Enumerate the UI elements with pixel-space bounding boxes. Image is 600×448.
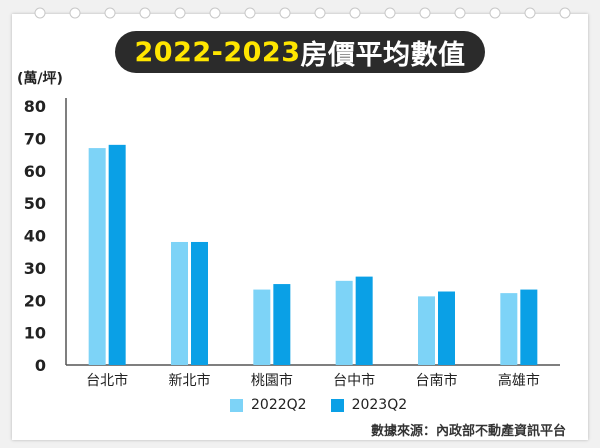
bar-2022Q2-2 bbox=[253, 289, 271, 365]
bar-2022Q2-5 bbox=[500, 293, 518, 365]
x-tick-label-5: 高雄市 bbox=[498, 372, 540, 389]
chart-title: 2022-2023 房價平均數值 bbox=[115, 31, 485, 73]
legend-item-2023: 2023Q2 bbox=[330, 397, 408, 413]
bar-2022Q2-0 bbox=[88, 148, 106, 365]
y-tick-label-4: 40 bbox=[24, 227, 46, 246]
notebook-holes bbox=[34, 7, 571, 19]
bar-2022Q2-4 bbox=[418, 296, 435, 365]
bar-2022Q2-1 bbox=[171, 241, 188, 365]
y-tick-label-8: 80 bbox=[24, 97, 46, 116]
x-tick-label-1: 新北市 bbox=[169, 372, 211, 389]
bar-2023Q2-5 bbox=[520, 289, 538, 365]
legend-label-2023: 2023Q2 bbox=[351, 397, 408, 413]
data-source-note: 數據來源：內政部不動產資訊平台 bbox=[370, 424, 566, 439]
y-tick-label-6: 60 bbox=[24, 162, 46, 181]
y-tick-label-5: 50 bbox=[24, 194, 46, 213]
paper-background bbox=[12, 14, 588, 440]
legend-swatch-2023 bbox=[330, 398, 344, 412]
bar-2023Q2-0 bbox=[108, 144, 126, 365]
legend-swatch-2022 bbox=[230, 398, 243, 412]
chart-title-text: 房價平均數值 bbox=[300, 39, 466, 71]
y-tick-label-0: 0 bbox=[35, 356, 46, 375]
bar-2022Q2-3 bbox=[335, 280, 353, 365]
legend-item-2022: 2022Q2 bbox=[230, 397, 307, 413]
x-tick-label-0: 台北市 bbox=[86, 372, 128, 389]
chart-title-years: 2022-2023 bbox=[134, 36, 301, 68]
bar-2023Q2-4 bbox=[438, 291, 455, 365]
bar-2023Q2-3 bbox=[355, 276, 373, 365]
y-tick-label-3: 30 bbox=[24, 259, 46, 278]
y-tick-label-1: 10 bbox=[24, 324, 46, 343]
bar-2023Q2-1 bbox=[191, 241, 208, 365]
x-tick-label-4: 台南市 bbox=[416, 372, 458, 389]
y-tick-label-2: 20 bbox=[24, 291, 46, 310]
legend-label-2022: 2022Q2 bbox=[251, 397, 307, 413]
y-tick-label-7: 70 bbox=[24, 129, 46, 148]
legend: 2022Q2 2023Q2 bbox=[230, 397, 431, 413]
x-tick-label-2: 桃園市 bbox=[251, 372, 293, 389]
x-tick-label-3: 台中市 bbox=[333, 372, 375, 389]
y-axis-unit-label: (萬/坪) bbox=[17, 71, 63, 87]
bar-2023Q2-2 bbox=[273, 284, 291, 365]
